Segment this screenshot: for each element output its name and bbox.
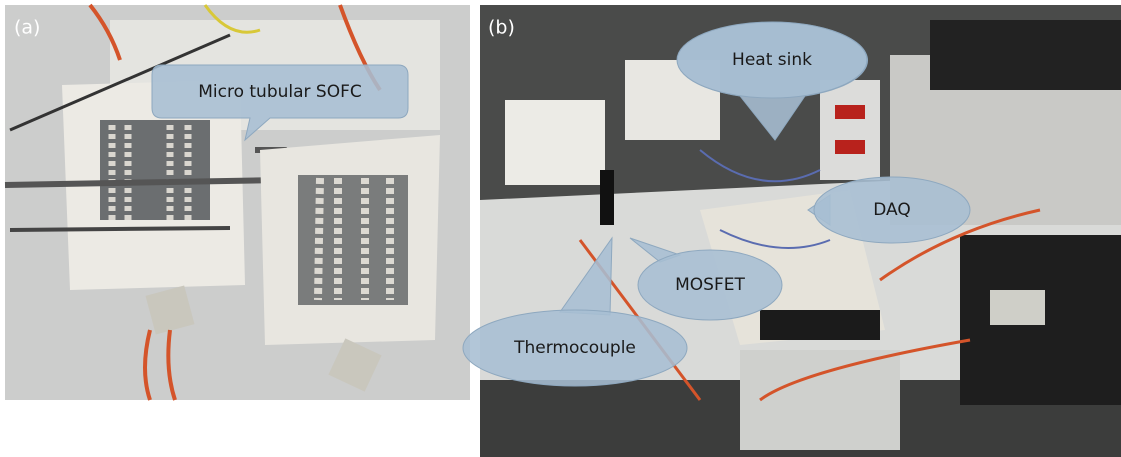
callout: Thermocouple [462, 236, 688, 387]
callout-label: Thermocouple [513, 338, 636, 358]
callout: MOSFET [629, 237, 783, 321]
callout-label: DAQ [873, 200, 911, 220]
callout-label: Micro tubular SOFC [198, 82, 362, 102]
callout: Micro tubular SOFC [151, 64, 409, 142]
panel-label: (b) [488, 17, 515, 39]
callout: DAQ [807, 176, 971, 244]
callout-label: MOSFET [675, 275, 745, 295]
photo-a [4, 3, 470, 401]
callout: Heat sink [676, 21, 868, 141]
callout-label: Heat sink [732, 50, 812, 70]
panel-label: (a) [14, 17, 40, 39]
